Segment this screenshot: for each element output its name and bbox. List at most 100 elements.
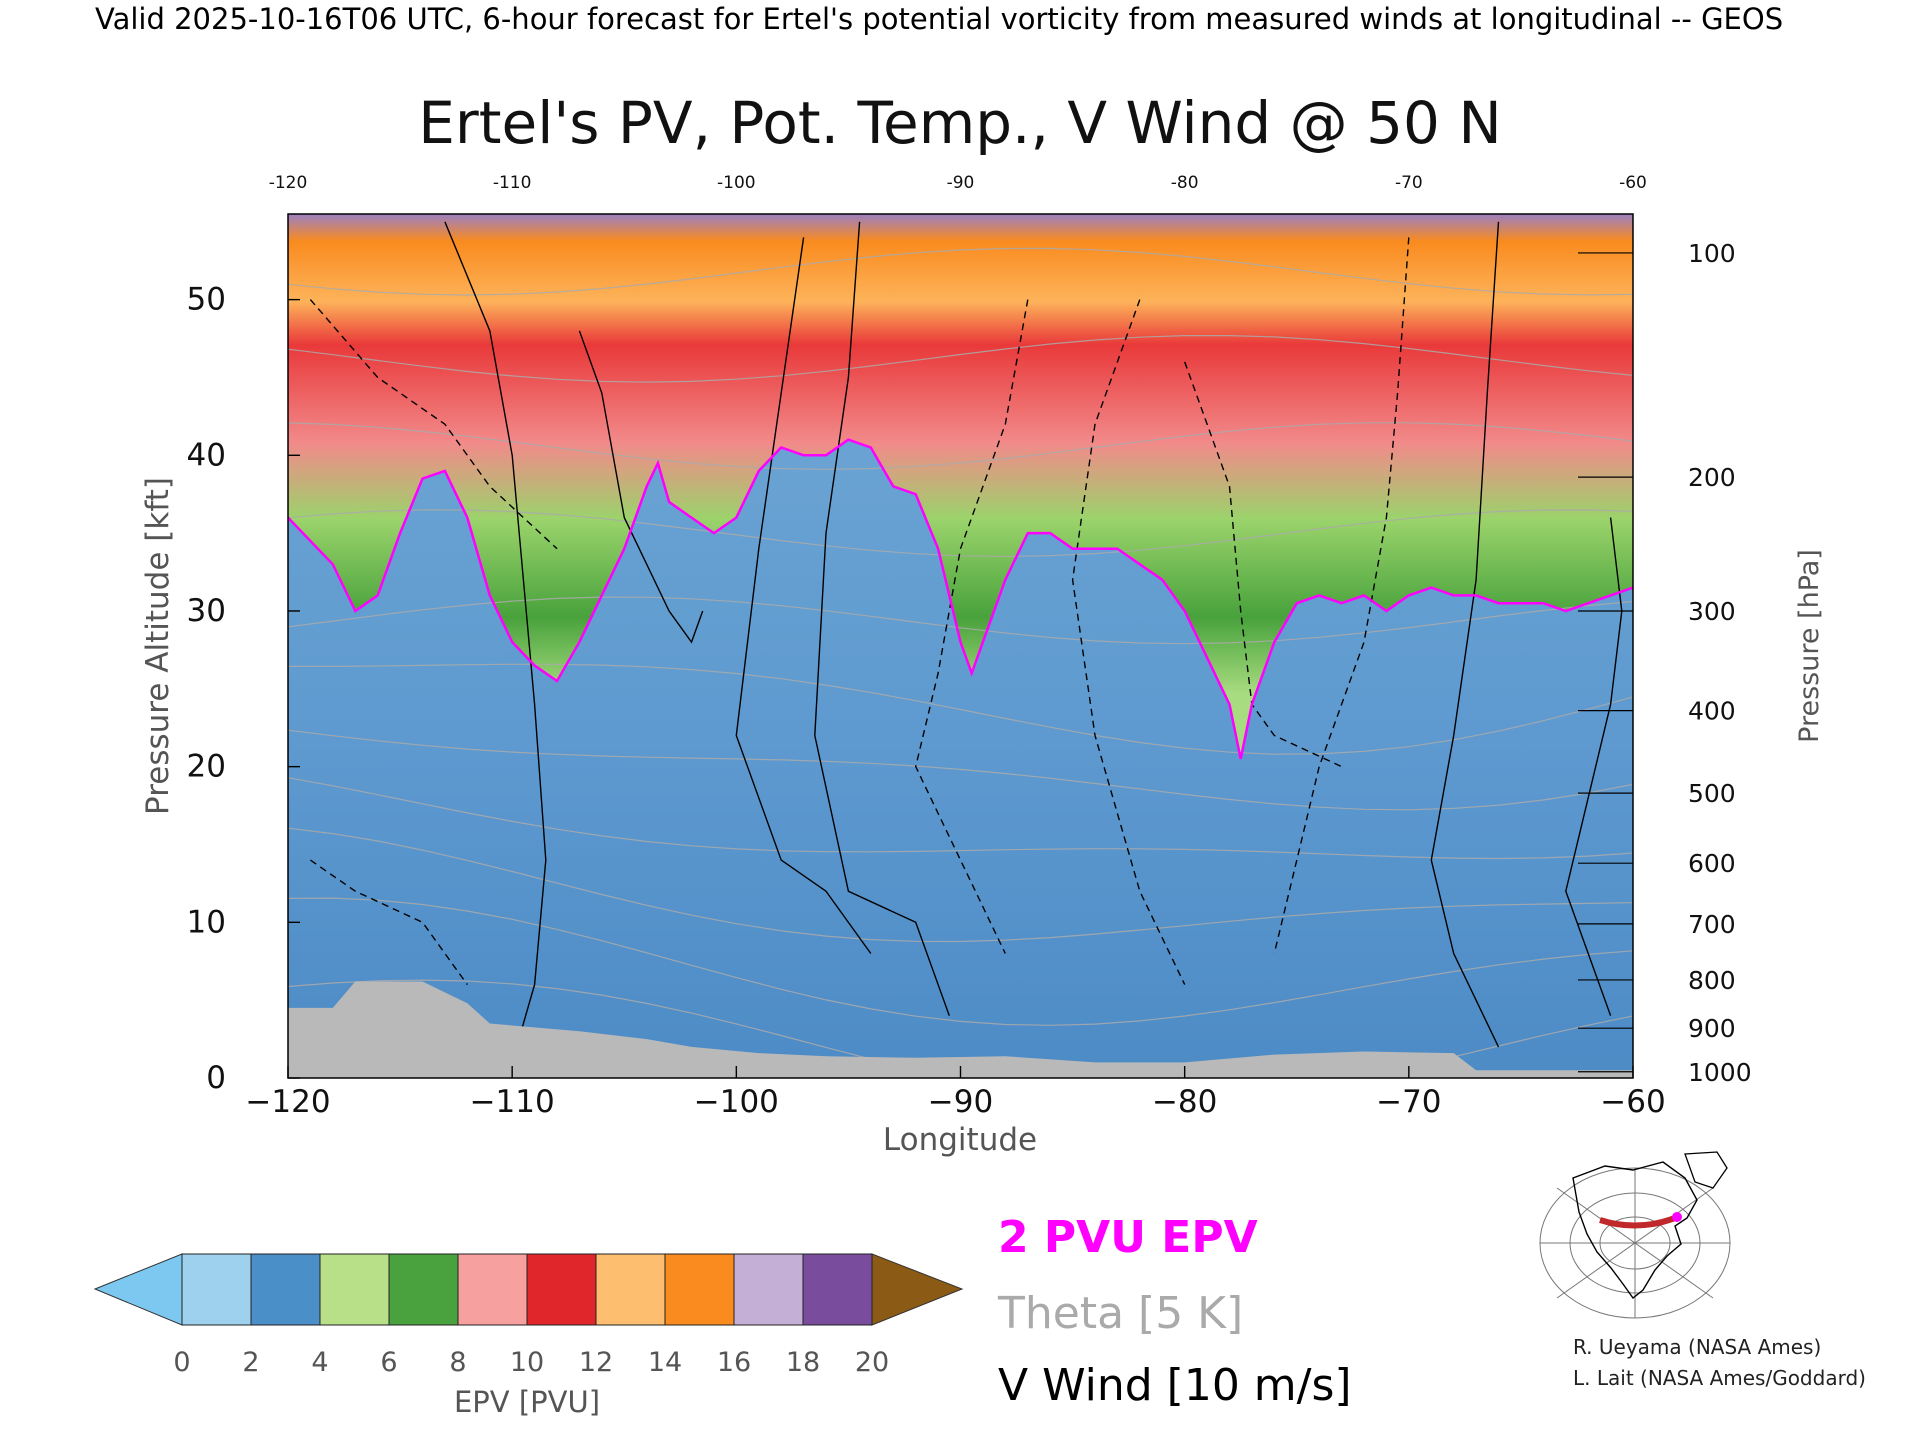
legend-theta: Theta [5 K] <box>997 1288 1243 1339</box>
locator-map <box>1535 1148 1731 1319</box>
colorbar-tick-label: 18 <box>786 1347 820 1378</box>
credit-line-1: R. Ueyama (NASA Ames) <box>1573 1335 1821 1359</box>
wind-contour <box>310 859 468 986</box>
theta-contour <box>288 777 1633 860</box>
top-tick-label: -70 <box>1395 173 1423 193</box>
x-tick-label: −100 <box>694 1084 779 1120</box>
top-tick-label: -60 <box>1619 173 1647 193</box>
wind-contour <box>1184 361 1342 768</box>
y-tick-label: 40 <box>187 437 226 473</box>
wind-contour <box>1273 237 1410 954</box>
x-axis-label: Longitude <box>883 1122 1037 1158</box>
theta-contour <box>288 897 1633 1026</box>
pressure-tick-label: 1000 <box>1688 1058 1752 1087</box>
wind-contour <box>1430 221 1500 1048</box>
theta-contour <box>288 335 1633 383</box>
pressure-tick-label: 700 <box>1688 910 1736 939</box>
wind-contour <box>444 221 547 1063</box>
colorbar-segment <box>733 1253 804 1326</box>
y-tick-label: 20 <box>187 749 226 785</box>
theta-contour <box>288 509 1633 558</box>
north-america-outline <box>1572 1161 1698 1300</box>
top-tick-label: -120 <box>269 173 308 193</box>
plot-area <box>288 214 1633 1078</box>
legend-pv: 2 PVU EPV <box>998 1212 1258 1263</box>
wind-contour <box>1071 299 1186 985</box>
y-tick-label: 0 <box>206 1060 226 1096</box>
pressure-tick-label: 600 <box>1688 849 1736 878</box>
theta-contour <box>288 827 1633 943</box>
colorbar-label: EPV [PVU] <box>454 1385 600 1419</box>
colorbar-tick-label: 2 <box>242 1347 259 1378</box>
wind-contour <box>578 330 704 644</box>
terrain-mask <box>288 981 1633 1078</box>
colorbar-segment <box>181 1253 252 1326</box>
colorbar-segment <box>526 1253 597 1326</box>
colorbar-segment <box>664 1253 735 1326</box>
theta-contour <box>288 596 1633 645</box>
colorbar-tick-label: 6 <box>380 1347 397 1378</box>
y-tick-label: 50 <box>187 282 226 318</box>
y2-axis-label: Pressure [hPa] <box>1794 549 1825 743</box>
top-tick-label: -110 <box>493 173 532 193</box>
y-tick-label: 10 <box>187 904 226 940</box>
cross-section-track <box>1599 1215 1677 1229</box>
theta-contours <box>288 247 1633 1078</box>
colorbar-tick-label: 4 <box>311 1347 328 1378</box>
pressure-tick-label: 100 <box>1688 239 1736 268</box>
x-tick-label: −110 <box>470 1084 555 1120</box>
top-tick-label: -90 <box>947 173 975 193</box>
colorbar-segment <box>802 1253 873 1326</box>
stratosphere-pv-field <box>288 214 1633 759</box>
wind-contour <box>914 299 1029 954</box>
pressure-tick-label: 500 <box>1688 779 1736 808</box>
troposphere-pv-field <box>288 439 1633 1078</box>
wind-contour <box>814 221 950 1016</box>
colorbar-segment <box>457 1253 528 1326</box>
x-tick-label: −90 <box>928 1084 993 1120</box>
colorbar-segment <box>595 1253 666 1326</box>
colorbar-tick-label: 16 <box>717 1347 751 1378</box>
pressure-tick-label: 400 <box>1688 697 1736 726</box>
colorbar-tick-label: 14 <box>648 1347 682 1378</box>
track-end-marker <box>1672 1212 1682 1222</box>
legend-wind: V Wind [10 m/s] <box>998 1360 1352 1411</box>
x-tick-label: −70 <box>1376 1084 1441 1120</box>
y-axis-label: Pressure Altitude [kft] <box>140 477 176 815</box>
colorbar-tick-label: 8 <box>449 1347 466 1378</box>
theta-contour <box>288 247 1633 296</box>
colorbar-segment <box>388 1253 459 1326</box>
x-tick-label: −120 <box>245 1084 330 1120</box>
greenland-outline <box>1684 1151 1728 1189</box>
pressure-tick-label: 200 <box>1688 463 1736 492</box>
epv-colorbar: 0 2 4 6 8 10 12 14 16 18 20 <box>93 1253 964 1378</box>
theta-contour <box>288 663 1633 755</box>
pressure-tick-label: 300 <box>1688 597 1736 626</box>
chart-title: Ertel's PV, Pot. Temp., V Wind @ 50 N <box>418 89 1501 157</box>
colorbar-over-arrow <box>871 1253 964 1326</box>
colorbar-segment <box>319 1253 390 1326</box>
colorbar-tick-label: 20 <box>855 1347 889 1378</box>
theta-contour <box>288 729 1633 811</box>
colorbar-under-arrow <box>93 1253 183 1326</box>
colorbar-tick-label: 10 <box>510 1347 544 1378</box>
colorbar-segment <box>250 1253 321 1326</box>
x-tick-label: −60 <box>1600 1084 1665 1120</box>
top-tick-label: -80 <box>1171 173 1199 193</box>
pressure-tick-label: 900 <box>1688 1014 1736 1043</box>
credit-line-2: L. Lait (NASA Ames/Goddard) <box>1573 1366 1866 1390</box>
x-tick-label: −80 <box>1152 1084 1217 1120</box>
y-tick-label: 30 <box>187 593 226 629</box>
pressure-tick-label: 800 <box>1688 966 1736 995</box>
pv-2pvu-contour <box>288 438 1633 760</box>
colorbar-tick-label: 12 <box>579 1347 613 1378</box>
valid-time-header: Valid 2025-10-16T06 UTC, 6-hour forecast… <box>95 2 1783 36</box>
theta-contour <box>288 422 1633 470</box>
axes: −120 -120 −110 -110 −100 -100 −90 -90 −80 -80 −70 -… <box>187 173 1752 1120</box>
wind-contour <box>735 237 872 954</box>
colorbar-tick-label: 0 <box>173 1347 190 1378</box>
wind-contour <box>309 299 558 550</box>
top-tick-label: -100 <box>717 173 756 193</box>
v-wind-contours <box>309 221 1623 1063</box>
